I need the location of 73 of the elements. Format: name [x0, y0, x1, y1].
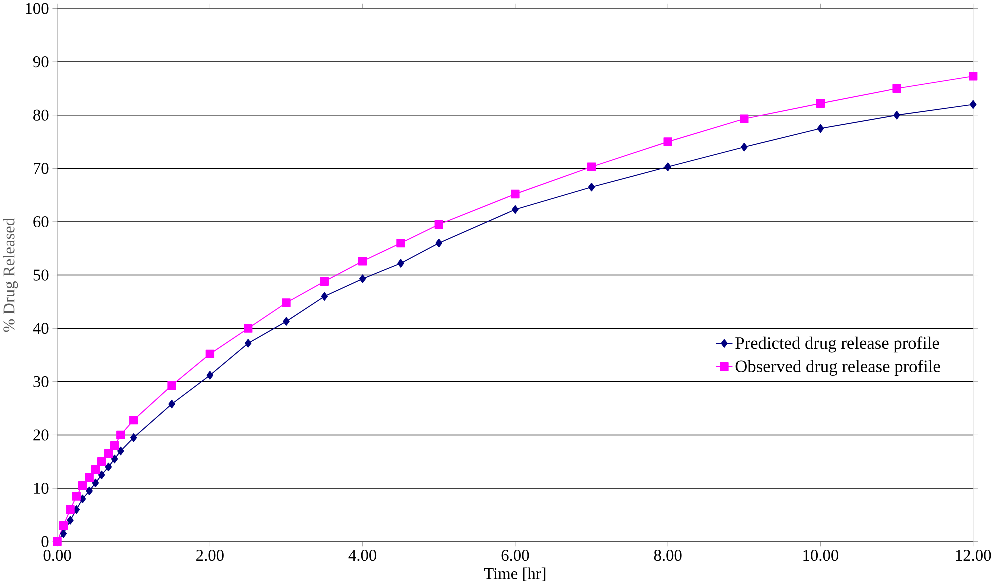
- point: [741, 143, 748, 152]
- point: [359, 274, 366, 284]
- point: [664, 162, 672, 172]
- y-tick-label: 50: [34, 270, 49, 282]
- y-tick-label: 10: [34, 483, 49, 494]
- point: [816, 99, 826, 108]
- point: [206, 350, 215, 359]
- x-tick-label: 0.00: [44, 550, 72, 562]
- y-axis-title: % Drug Released: [3, 218, 18, 332]
- point: [72, 492, 81, 502]
- point: [168, 400, 176, 409]
- point: [358, 257, 368, 266]
- point: [817, 124, 824, 134]
- point: [396, 239, 406, 248]
- point: [118, 447, 124, 456]
- legend-label: Observed drug release profile: [736, 360, 940, 376]
- point: [894, 111, 900, 120]
- point: [104, 450, 114, 458]
- y-tick-label: 70: [34, 163, 49, 174]
- point: [244, 324, 253, 334]
- point: [66, 506, 75, 514]
- point: [92, 479, 100, 488]
- point: [105, 463, 112, 472]
- x-tick-label: 6.00: [502, 550, 530, 562]
- point: [91, 466, 100, 474]
- point: [130, 434, 138, 442]
- point: [511, 190, 520, 199]
- point: [588, 183, 596, 192]
- point: [85, 474, 94, 482]
- point: [664, 138, 672, 147]
- point: [110, 442, 120, 450]
- point: [321, 292, 328, 302]
- y-tick-label: 60: [34, 216, 49, 228]
- x-tick-label: 12.00: [956, 550, 992, 562]
- point: [116, 431, 126, 440]
- point: [130, 416, 138, 425]
- point: [67, 516, 74, 526]
- point: [434, 220, 444, 230]
- y-tick-label: 40: [33, 323, 49, 334]
- point: [111, 455, 118, 464]
- point: [86, 487, 93, 496]
- x-tick-label: 10.00: [804, 550, 839, 562]
- point: [282, 298, 291, 308]
- y-tick-label: 100: [26, 3, 49, 14]
- y-tick-label: 20: [34, 430, 49, 441]
- y-tick-label: 0: [42, 536, 49, 548]
- point: [97, 458, 106, 466]
- point: [320, 278, 329, 286]
- x-tick-label: 4.00: [348, 550, 377, 562]
- point: [98, 471, 106, 480]
- point: [740, 114, 749, 124]
- point: [512, 206, 519, 214]
- y-tick-label: 90: [33, 56, 49, 68]
- point: [60, 530, 68, 538]
- point: [79, 495, 86, 504]
- point: [283, 318, 290, 326]
- point: [78, 482, 88, 490]
- x-tick-label: 8.00: [654, 550, 682, 562]
- point: [398, 259, 404, 268]
- x-axis-title: Time [hr]: [484, 568, 546, 582]
- point: [206, 371, 214, 380]
- y-tick-label: 30: [34, 376, 49, 388]
- legend-label: Predicted drug release profile: [736, 336, 940, 353]
- point: [970, 100, 977, 110]
- y-tick-label: 80: [34, 110, 49, 122]
- point: [244, 339, 252, 348]
- point: [892, 84, 902, 94]
- x-tick-label: 2.00: [196, 550, 224, 562]
- point: [59, 522, 68, 530]
- point: [168, 381, 176, 390]
- point: [969, 72, 978, 81]
- point: [587, 162, 596, 172]
- point: [436, 239, 443, 248]
